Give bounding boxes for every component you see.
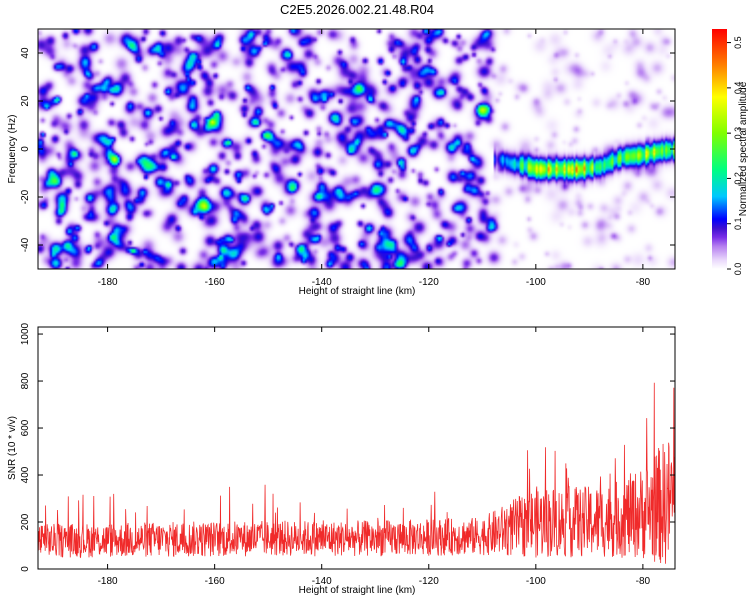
snr-xtick-label: -180: [98, 576, 118, 587]
spectro-xtick-label: -160: [205, 277, 225, 288]
snr-ytick-label: 1000: [20, 322, 31, 345]
snr-ytick-label: 400: [20, 466, 31, 483]
snr-xtick-label: -120: [419, 576, 439, 587]
spectrogram-y-axis: -40 -20 0 20 40: [20, 47, 675, 252]
spectro-xtick-label: -120: [419, 277, 439, 288]
figure-title: C2E5.2026.002.21.48.R04: [280, 2, 434, 17]
spectrogram-heatmap: [38, 29, 675, 269]
snr-frame-outline: [37, 326, 676, 570]
spectro-xtick-label: -140: [312, 277, 332, 288]
colorbar-tick-label: 0.2: [733, 172, 743, 185]
snr-ytick-label: 200: [20, 513, 31, 530]
spectro-xtick-label: -100: [526, 277, 546, 288]
colorbar-tick-label: 0.1: [733, 217, 743, 230]
snr-x-label: Height of straight line (km): [299, 585, 416, 596]
spectro-ytick-label: 40: [20, 47, 31, 59]
colorbar-label: Normalized spectral amplitude: [738, 81, 749, 216]
snr-y-axis: 0 200 400 600 800 1000: [20, 322, 675, 572]
snr-ytick-label: 600: [20, 419, 31, 436]
snr-frame: [37, 326, 676, 570]
colorbar-tick-label: 0.4: [733, 82, 743, 95]
colorbar-tick-label: 0.3: [733, 127, 743, 140]
spectro-ytick-label: -40: [20, 237, 31, 252]
spectro-ytick-label: -20: [20, 189, 31, 204]
snr-xtick-label: -100: [526, 576, 546, 587]
spectrogram-x-label: Height of straight line (km): [299, 286, 416, 297]
snr-x-axis: -180 -160 -140 -120 -100 -80: [98, 327, 651, 587]
spectrogram-x-axis: -180 -160 -140 -120 -100 -80: [98, 29, 651, 288]
colorbar-tick-label: 0.5: [733, 36, 743, 49]
snr-ytick-label: 0: [20, 566, 31, 572]
snr-ytick-label: 800: [20, 372, 31, 389]
spectro-xtick-label: -80: [636, 277, 651, 288]
snr-panel: -180 -160 -140 -120 -100 -80 0 200 400 600 800 100…: [7, 322, 676, 596]
colorbar-tick-label: 0.0: [733, 263, 743, 276]
colorbar-gradient: [712, 29, 727, 269]
snr-xtick-label: -140: [312, 576, 332, 587]
spectro-ytick-label: 20: [20, 95, 31, 107]
spectrogram-panel: -180 -160 -140 -120 -100 -80 -40 -20 0 20 40 Heig…: [7, 28, 676, 297]
snr-xtick-label: -160: [205, 576, 225, 587]
spectrogram-y-label: Frequency (Hz): [7, 115, 18, 184]
spectro-xtick-label: -180: [98, 277, 118, 288]
snr-y-label: SNR (10 * v/v): [7, 416, 18, 480]
snr-series-line: [37, 382, 676, 564]
snr-xtick-label: -80: [636, 576, 651, 587]
colorbar: 0.0 0.1 0.2 0.3 0.4 0.5 Normalized spectral a…: [712, 29, 749, 275]
spectro-ytick-label: 0: [20, 146, 31, 152]
colorbar-ticks: 0.0 0.1 0.2 0.3 0.4 0.5: [727, 36, 743, 275]
